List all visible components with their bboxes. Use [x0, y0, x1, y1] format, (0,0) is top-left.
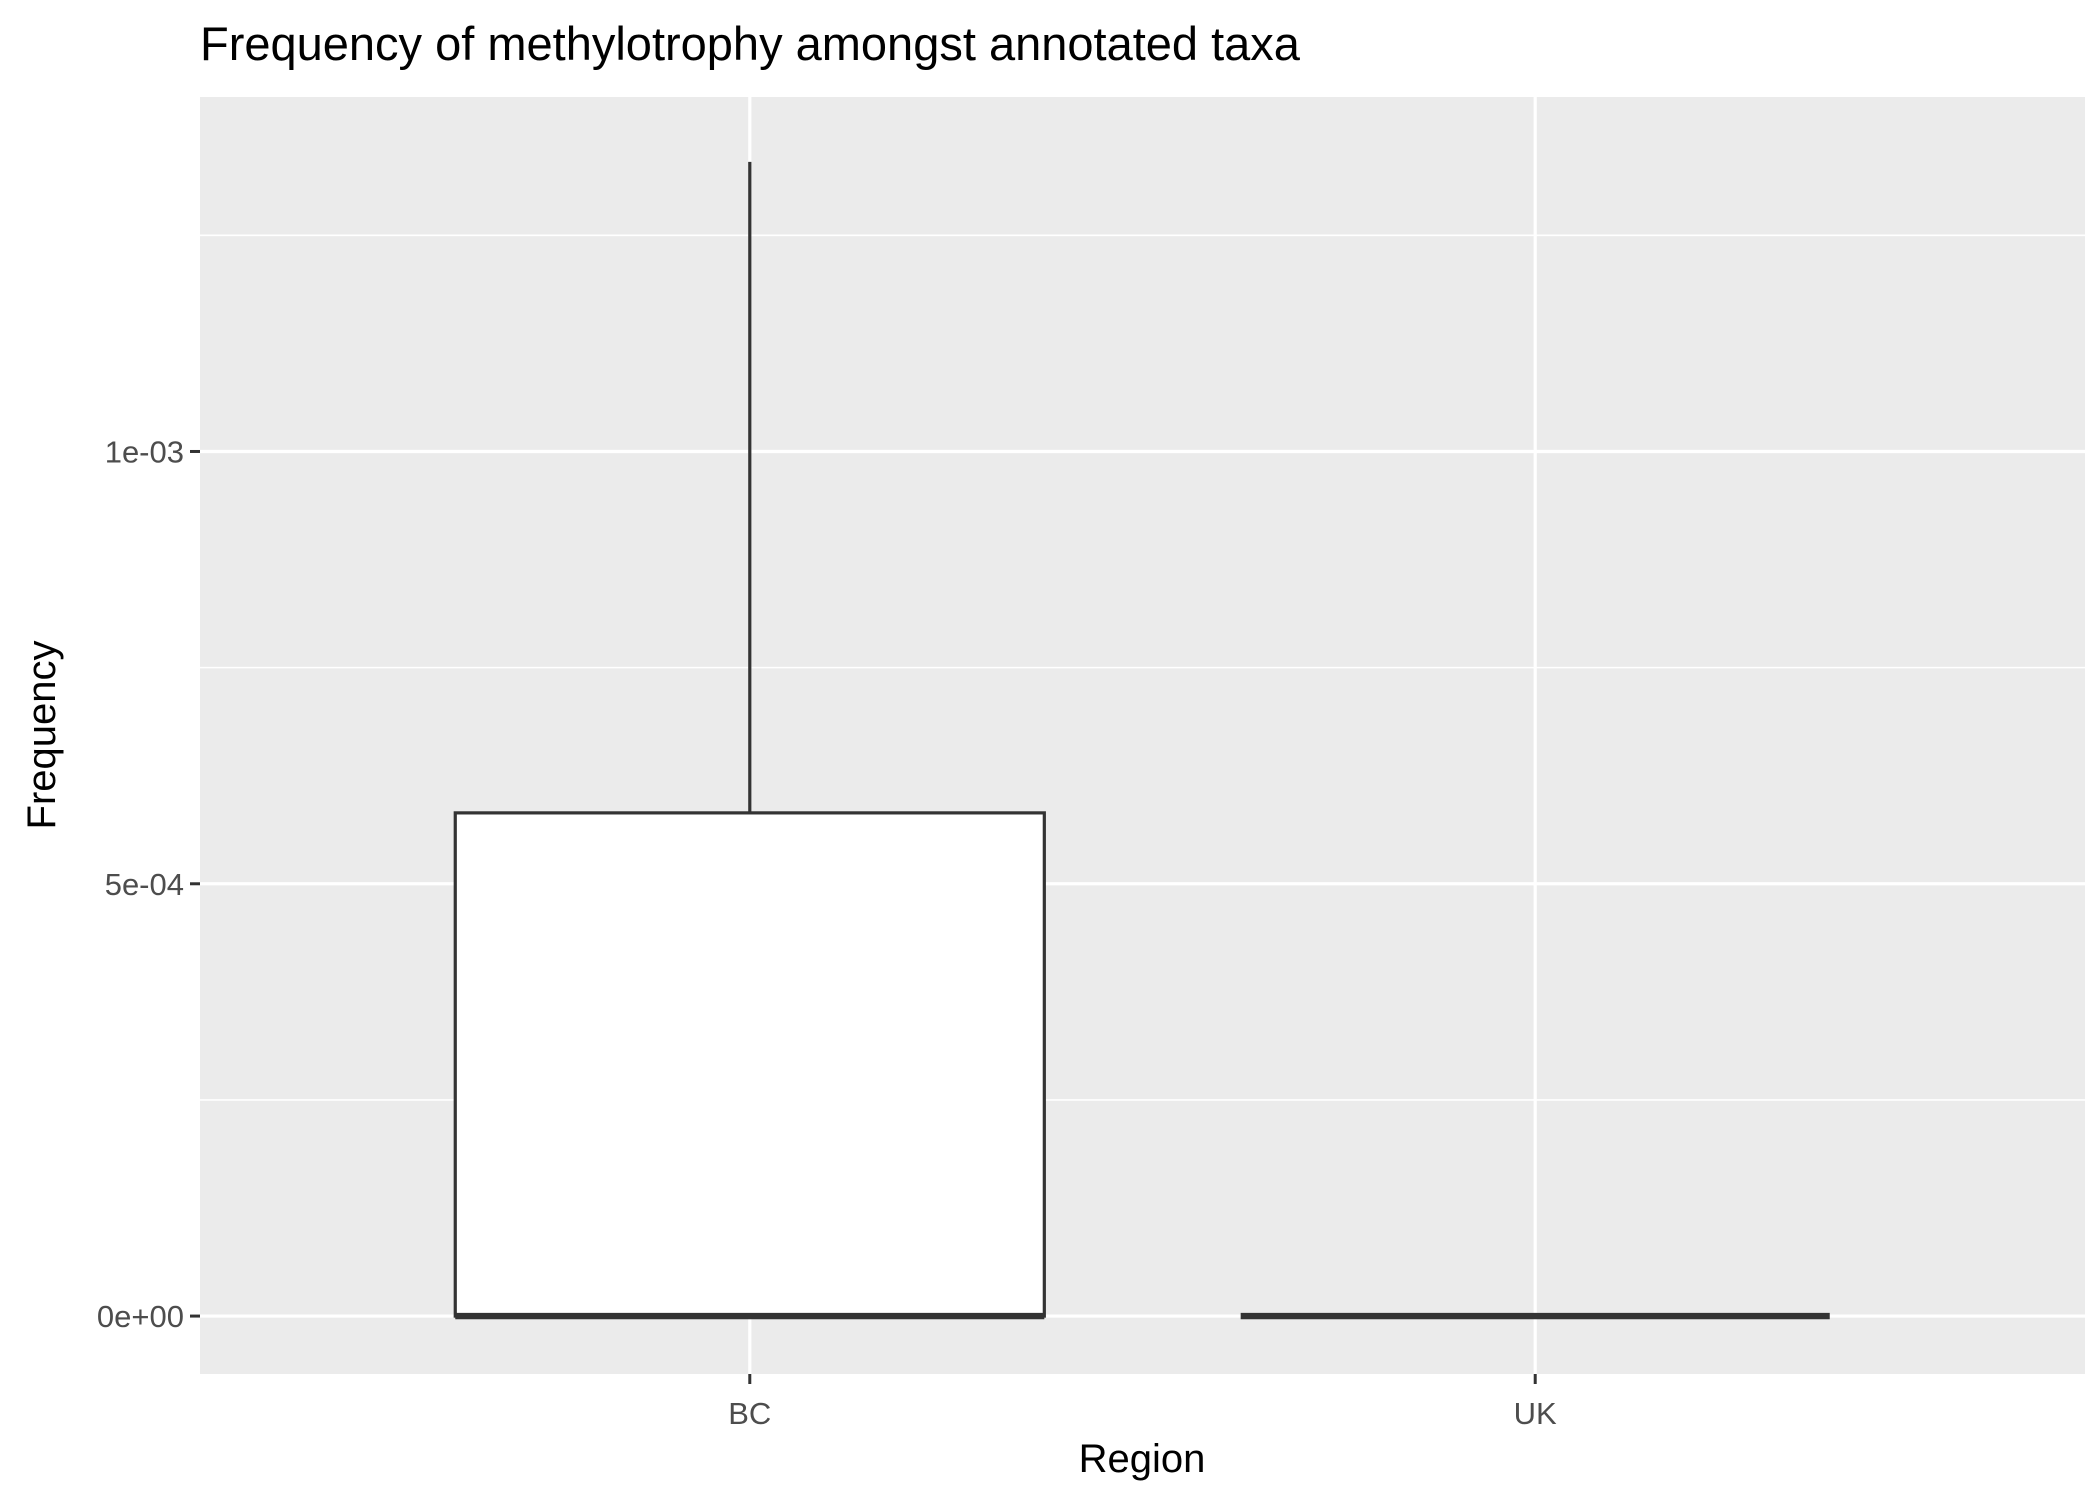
axis-layer: 0e+00 5e-04 1e-03 BC UK: [97, 434, 1557, 1431]
box-bc: [453, 161, 1046, 1320]
y-tick-label: 1e-03: [105, 434, 184, 469]
x-tick-label: BC: [728, 1396, 771, 1431]
chart-title: Frequency of methylotrophy amongst annot…: [200, 17, 1301, 70]
y-tick-label: 5e-04: [105, 867, 184, 902]
y-tick-label: 0e+00: [97, 1299, 184, 1334]
box-layer: [453, 161, 1830, 1320]
y-axis-title: Frequency: [20, 641, 64, 830]
box-iqr: [453, 811, 1046, 1318]
x-axis-title: Region: [1079, 1437, 1206, 1481]
x-tick-label: UK: [1514, 1396, 1557, 1431]
